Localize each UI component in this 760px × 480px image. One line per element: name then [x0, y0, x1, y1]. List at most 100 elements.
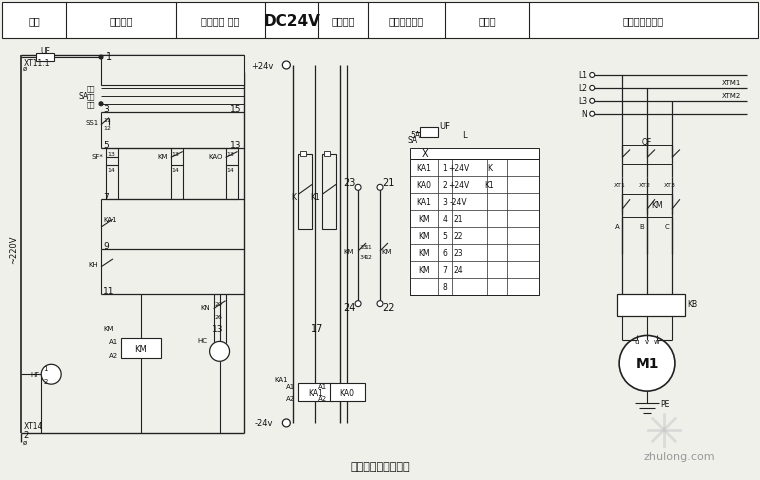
Text: w: w: [654, 339, 660, 345]
Text: 消防外套: 消防外套: [331, 16, 355, 26]
Text: 24: 24: [344, 302, 356, 312]
Text: XTM2: XTM2: [722, 93, 741, 98]
Text: XT11:1: XT11:1: [24, 59, 50, 67]
Text: -24V: -24V: [450, 198, 467, 207]
Text: +24v: +24v: [251, 61, 274, 71]
Text: KA1: KA1: [103, 216, 116, 223]
Text: 8: 8: [442, 282, 447, 291]
Text: 22: 22: [382, 302, 394, 312]
Text: 11: 11: [103, 118, 111, 123]
Text: -24v: -24v: [255, 419, 274, 428]
Text: 12: 12: [103, 126, 111, 131]
Text: ø: ø: [22, 66, 27, 72]
Text: 3: 3: [442, 198, 447, 207]
Text: 电源: 电源: [28, 16, 40, 26]
Text: 4: 4: [442, 215, 447, 224]
Bar: [617, 294, 685, 316]
Text: K: K: [487, 164, 492, 173]
Text: KM: KM: [135, 344, 147, 353]
Text: 22: 22: [454, 231, 464, 240]
Text: 5: 5: [442, 231, 447, 240]
Circle shape: [283, 62, 290, 70]
Text: 5: 5: [103, 141, 109, 150]
Text: XT14: XT14: [24, 421, 43, 431]
Circle shape: [590, 73, 595, 78]
Text: 1: 1: [442, 164, 447, 173]
Text: HC: HC: [198, 338, 207, 344]
Circle shape: [99, 103, 103, 107]
Circle shape: [590, 86, 595, 91]
Text: 手动: 手动: [87, 101, 95, 108]
Text: 2: 2: [24, 431, 29, 440]
Text: KB: KB: [687, 300, 697, 309]
Text: KAO: KAO: [208, 154, 223, 160]
Text: 消防返回信号: 消防返回信号: [389, 16, 424, 26]
Text: KA0: KA0: [340, 388, 355, 397]
Circle shape: [41, 364, 61, 384]
Text: 15: 15: [230, 105, 242, 114]
Text: +24V: +24V: [448, 181, 470, 190]
Bar: [2, 3, 758, 39]
Text: KM: KM: [418, 215, 429, 224]
Text: 1: 1: [106, 52, 112, 62]
Text: N: N: [581, 110, 587, 119]
Text: 6: 6: [442, 249, 447, 257]
Text: KM: KM: [344, 249, 354, 254]
Bar: [410, 148, 540, 160]
Text: 启动: 启动: [87, 85, 95, 92]
Text: 13: 13: [226, 152, 234, 156]
Text: C: C: [664, 224, 670, 229]
Circle shape: [355, 185, 361, 191]
Text: 13: 13: [211, 324, 223, 333]
Text: 34: 34: [359, 255, 367, 260]
Bar: [298, 384, 333, 401]
Text: 9: 9: [103, 242, 109, 251]
Text: L1: L1: [578, 72, 587, 80]
Text: X: X: [422, 148, 428, 158]
Text: PE: PE: [660, 399, 670, 408]
Text: KA0: KA0: [416, 181, 432, 190]
Circle shape: [283, 419, 290, 427]
Bar: [322, 155, 336, 229]
Text: K: K: [291, 192, 296, 201]
Bar: [121, 339, 161, 359]
Text: v: v: [645, 339, 649, 345]
Text: K1: K1: [485, 181, 495, 190]
Text: KN: KN: [201, 304, 211, 310]
Text: M1: M1: [635, 357, 659, 371]
Text: 14: 14: [107, 168, 115, 172]
Text: XT2: XT2: [639, 182, 651, 187]
Text: SA: SA: [79, 92, 89, 101]
Text: KA1: KA1: [308, 388, 323, 397]
Text: KA1: KA1: [416, 164, 431, 173]
Text: 13: 13: [172, 152, 179, 156]
Text: zhulong.com: zhulong.com: [643, 451, 714, 461]
Circle shape: [99, 56, 103, 60]
Text: +24V: +24V: [448, 164, 470, 173]
Text: 21: 21: [454, 215, 464, 224]
Text: A1: A1: [109, 339, 118, 345]
Text: KA1: KA1: [416, 198, 431, 207]
Text: KM: KM: [381, 249, 391, 254]
Text: 手动控制: 手动控制: [109, 16, 133, 26]
Text: 13: 13: [107, 152, 115, 156]
Text: HF: HF: [30, 372, 40, 377]
Text: 11: 11: [364, 245, 372, 250]
Text: 14: 14: [226, 168, 234, 172]
Text: 3: 3: [103, 105, 109, 114]
Text: 13: 13: [230, 141, 242, 150]
Text: ø: ø: [22, 439, 27, 445]
Text: A: A: [615, 224, 619, 229]
Circle shape: [377, 301, 383, 307]
Text: KM: KM: [418, 249, 429, 257]
Text: DC24V: DC24V: [264, 14, 320, 29]
Text: L: L: [462, 131, 467, 140]
Text: SS1: SS1: [86, 120, 99, 125]
Text: A2: A2: [109, 353, 118, 359]
Text: 33: 33: [359, 245, 367, 250]
Text: 2: 2: [442, 181, 447, 190]
Bar: [300, 151, 306, 157]
Text: A2: A2: [287, 395, 296, 401]
Text: 20: 20: [214, 301, 223, 307]
Text: 1: 1: [43, 365, 48, 372]
